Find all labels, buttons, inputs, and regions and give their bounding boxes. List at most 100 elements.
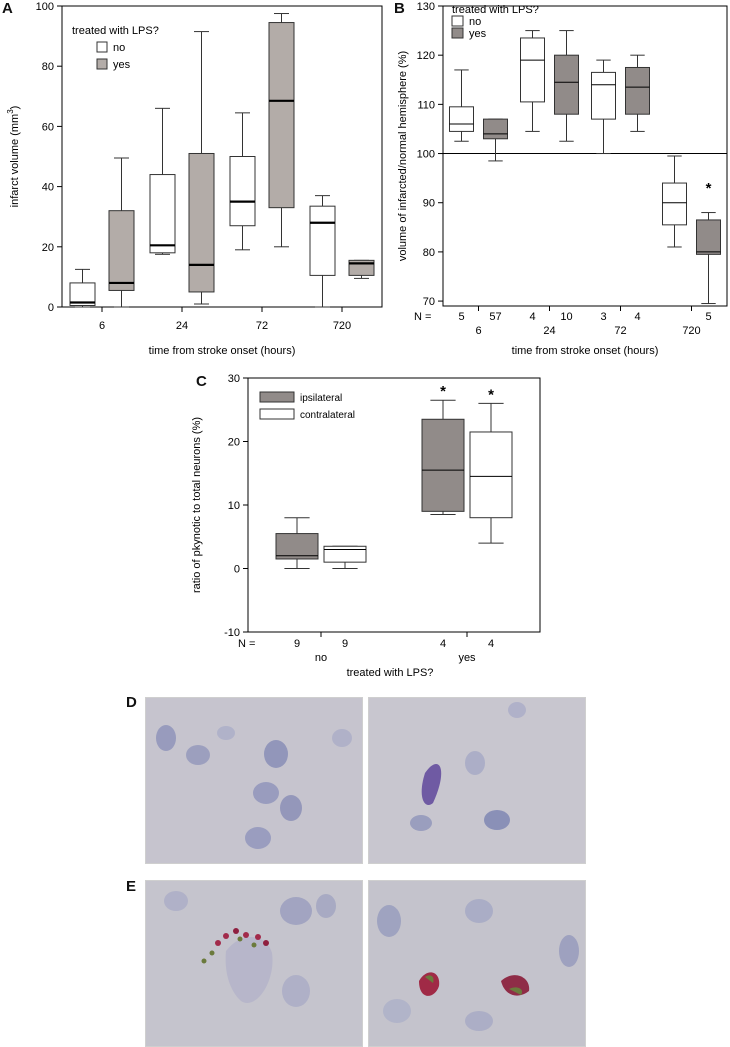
box-yes-24 <box>188 31 215 305</box>
n-value: 3 <box>600 311 606 323</box>
box-body <box>275 533 319 560</box>
y-axis-label: infarct volume (mm3) <box>6 106 21 208</box>
micrograph-e-right-image <box>369 881 585 1046</box>
legend-swatch-contralateral <box>259 408 295 420</box>
micrograph-d-left-image <box>146 698 362 863</box>
box-body <box>268 22 295 209</box>
panel-letter-c: C <box>196 373 207 390</box>
box-no-720 <box>662 155 687 248</box>
box-no-72 <box>591 59 616 155</box>
n-value: 9 <box>342 638 348 650</box>
chart-c: -10 0 10 20 30 no yes N = 9 9 4 4 * * ratio of pkynoti… <box>191 373 541 679</box>
y-tick-label: 110 <box>417 99 435 111</box>
box-no-720 <box>309 195 336 308</box>
box-contralateral-no <box>323 545 367 569</box>
legend-label-contralateral: contralateral <box>300 410 355 421</box>
box-body <box>591 71 616 120</box>
x-tick-label: yes <box>458 652 476 664</box>
x-tick-label: 72 <box>256 320 268 332</box>
panel-letter-d: D <box>126 694 137 711</box>
x-tick-label: 24 <box>543 325 555 337</box>
micrograph-e-left-image <box>146 881 362 1046</box>
box-body <box>554 54 579 115</box>
legend-label-yes: yes <box>469 28 487 40</box>
box-body <box>69 282 96 306</box>
panel-letter-a: A <box>2 0 13 17</box>
micrograph-e-left <box>145 880 363 1047</box>
legend-label-no: no <box>469 16 481 28</box>
box-body <box>108 210 135 291</box>
y-tick-label: 40 <box>42 182 54 194</box>
micrograph-d-right <box>368 697 586 864</box>
y-tick-label: 120 <box>417 50 435 62</box>
n-label: N = <box>414 311 431 323</box>
x-tick-label: 24 <box>176 320 188 332</box>
chart-a: 0 20 40 60 80 100 6 24 72 720 infarct volume (mm3)… <box>6 1 383 357</box>
box-contralateral-yes <box>469 402 513 544</box>
legend-swatch-no <box>96 41 108 53</box>
y-tick-label: 20 <box>228 437 240 449</box>
n-value: 4 <box>488 638 494 650</box>
y-tick-label: 100 <box>417 149 435 161</box>
box-body <box>323 545 367 563</box>
y-tick-label: 80 <box>423 247 435 259</box>
y-tick-label: 80 <box>42 61 54 73</box>
box-body <box>696 219 721 255</box>
x-tick-label: 720 <box>682 325 700 337</box>
box-body <box>662 182 687 226</box>
panel-letter-b: B <box>394 0 405 17</box>
y-tick-label: 100 <box>36 1 54 13</box>
significance-star: * <box>706 180 712 197</box>
y-tick-label: 70 <box>423 296 435 308</box>
box-no-6 <box>69 268 96 308</box>
y-tick-label: -10 <box>224 627 240 639</box>
panel-letter-e: E <box>126 878 137 895</box>
box-body <box>229 156 256 227</box>
y-tick-label: 90 <box>423 198 435 210</box>
box-body <box>421 418 465 512</box>
legend-swatch-yes <box>96 58 108 70</box>
box-no-24 <box>149 107 176 255</box>
box-yes-6 <box>483 118 508 162</box>
y-axis-label: volume of infarcted/normal hemisphere (%… <box>397 51 409 261</box>
box-body <box>309 205 336 276</box>
legend-label-ipsilateral: ipsilateral <box>300 393 342 404</box>
box-body <box>449 106 474 132</box>
y-tick-label: 60 <box>42 121 54 133</box>
x-tick-label: 6 <box>475 325 481 337</box>
box-yes-24 <box>554 30 579 142</box>
n-value: 9 <box>294 638 300 650</box>
box-ipsilateral-yes <box>421 399 465 516</box>
n-value: 10 <box>560 311 572 323</box>
n-value: 4 <box>440 638 446 650</box>
x-axis-label: time from stroke onset (hours) <box>512 345 659 357</box>
box-body <box>483 118 508 140</box>
box-no-24 <box>520 30 545 132</box>
box-yes-6 <box>108 157 135 308</box>
n-value: 4 <box>634 311 640 323</box>
box-ipsilateral-no <box>275 517 319 569</box>
y-tick-label: 130 <box>417 1 435 13</box>
y-axis-label: ratio of pkynotic to total neurons (%) <box>191 417 203 593</box>
y-tick-label: 20 <box>42 242 54 254</box>
x-axis-label: treated with LPS? <box>347 667 434 679</box>
box-yes-72 <box>625 54 650 132</box>
legend-swatch-no <box>451 15 464 27</box>
legend-swatch-ipsilateral <box>259 391 295 403</box>
x-tick-label: 72 <box>614 325 626 337</box>
box-yes-720 <box>696 212 721 305</box>
box-body <box>625 66 650 115</box>
legend-label-yes: yes <box>113 59 131 71</box>
box-body <box>188 152 215 293</box>
y-tick-label: 10 <box>228 500 240 512</box>
chart-b: 70 80 90 100 110 120 130 6 24 72 720 N = 5 57 4 10 3 4 5 * v… <box>397 1 728 357</box>
box-body <box>469 431 513 519</box>
legend-title: treated with LPS? <box>72 25 159 37</box>
n-value: 5 <box>705 311 711 323</box>
plot-frame <box>442 5 728 307</box>
legend-title: treated with LPS? <box>452 4 539 16</box>
y-tick-label: 30 <box>228 373 240 385</box>
y-tick-label: 0 <box>234 564 240 576</box>
box-yes-720 <box>348 259 375 279</box>
n-label: N = <box>238 638 255 650</box>
